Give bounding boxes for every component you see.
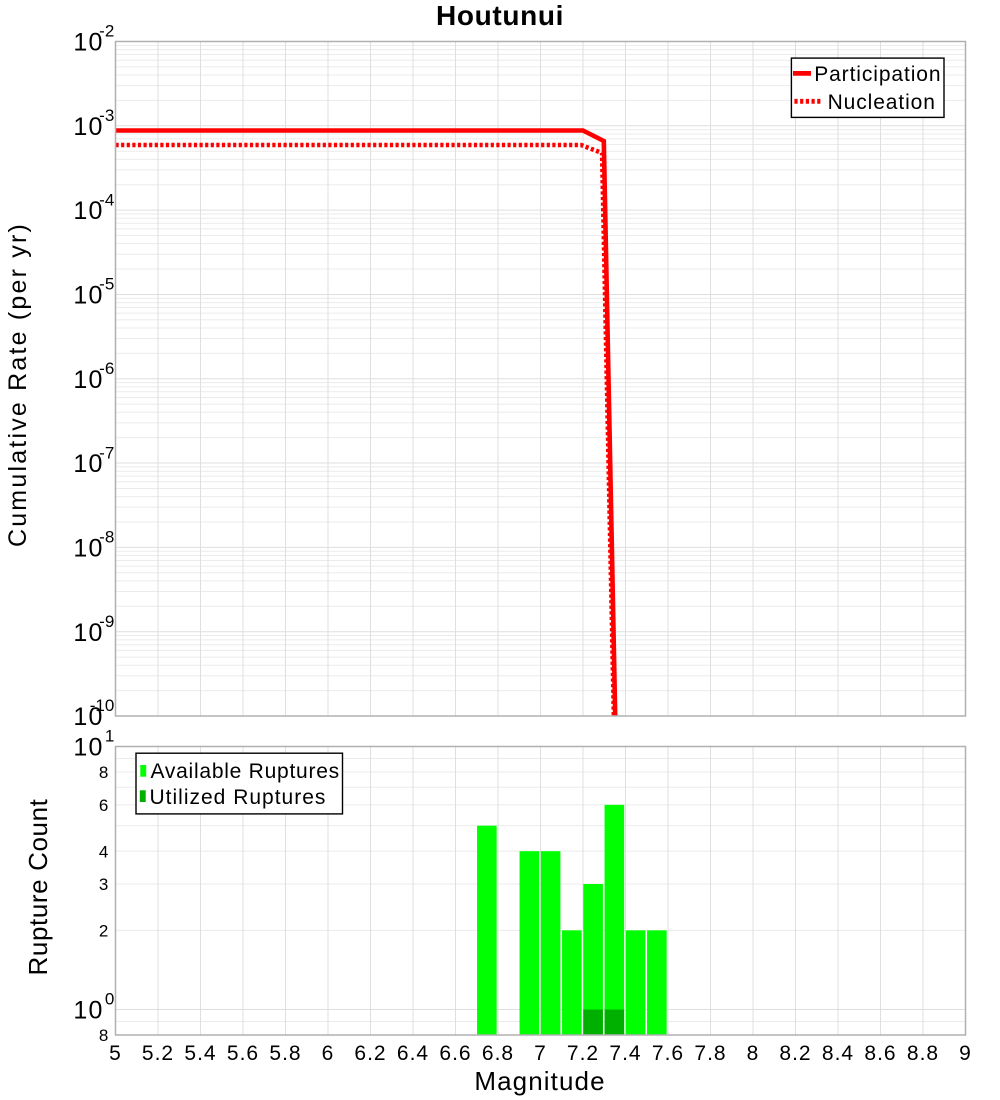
svg-text:1: 1 [105, 727, 114, 746]
svg-text:8: 8 [747, 1042, 760, 1065]
svg-text:8.6: 8.6 [864, 1042, 896, 1065]
svg-text:3: 3 [99, 875, 108, 894]
svg-text:8.4: 8.4 [822, 1042, 854, 1065]
svg-text:-9: -9 [99, 612, 114, 631]
svg-text:5: 5 [109, 1042, 122, 1065]
svg-text:Available Ruptures: Available Ruptures [151, 760, 340, 783]
svg-text:-10: -10 [90, 696, 115, 715]
svg-text:6: 6 [322, 1042, 335, 1065]
svg-text:7.6: 7.6 [652, 1042, 684, 1065]
svg-text:7.4: 7.4 [609, 1042, 641, 1065]
svg-text:10: 10 [73, 366, 103, 394]
svg-text:6.8: 6.8 [482, 1042, 514, 1065]
svg-text:Rupture Count: Rupture Count [23, 798, 53, 975]
svg-text:10: 10 [73, 282, 103, 310]
svg-text:-4: -4 [99, 190, 114, 209]
svg-text:2: 2 [99, 922, 108, 941]
svg-text:10: 10 [73, 450, 103, 478]
svg-text:10: 10 [73, 29, 103, 57]
svg-text:Nucleation: Nucleation [828, 91, 936, 114]
svg-text:Houtunui: Houtunui [436, 0, 564, 31]
svg-text:7.8: 7.8 [694, 1042, 726, 1065]
svg-text:6.6: 6.6 [439, 1042, 471, 1065]
svg-text:10: 10 [73, 197, 103, 225]
svg-text:6.4: 6.4 [397, 1042, 429, 1065]
svg-text:5.6: 5.6 [227, 1042, 259, 1065]
svg-text:Magnitude: Magnitude [474, 1066, 605, 1096]
svg-text:8: 8 [99, 1026, 108, 1045]
svg-text:8.8: 8.8 [907, 1042, 939, 1065]
svg-text:9: 9 [959, 1042, 972, 1065]
svg-text:6.2: 6.2 [354, 1042, 386, 1065]
svg-text:7.2: 7.2 [567, 1042, 599, 1065]
svg-text:10: 10 [73, 535, 103, 563]
svg-text:0: 0 [105, 990, 114, 1009]
svg-text:10: 10 [73, 703, 103, 731]
svg-text:10: 10 [73, 619, 103, 647]
svg-text:-5: -5 [99, 275, 114, 294]
svg-text:4: 4 [99, 842, 108, 861]
svg-text:-6: -6 [99, 359, 114, 378]
svg-text:5.4: 5.4 [184, 1042, 216, 1065]
svg-text:6: 6 [99, 796, 108, 815]
svg-text:10: 10 [73, 734, 103, 762]
svg-text:Utilized Ruptures: Utilized Ruptures [150, 786, 327, 809]
svg-text:8.2: 8.2 [779, 1042, 811, 1065]
svg-text:8: 8 [99, 763, 108, 782]
svg-text:Cumulative Rate (per yr): Cumulative Rate (per yr) [4, 222, 32, 547]
svg-text:5.2: 5.2 [142, 1042, 174, 1065]
svg-text:10: 10 [73, 113, 103, 141]
svg-text:-3: -3 [99, 106, 114, 125]
svg-text:-8: -8 [99, 528, 114, 547]
svg-text:Participation: Participation [814, 63, 941, 86]
svg-text:5.8: 5.8 [269, 1042, 301, 1065]
svg-text:7: 7 [534, 1042, 547, 1065]
svg-text:-2: -2 [99, 22, 114, 41]
svg-text:-7: -7 [99, 443, 114, 462]
svg-text:10: 10 [73, 997, 103, 1025]
